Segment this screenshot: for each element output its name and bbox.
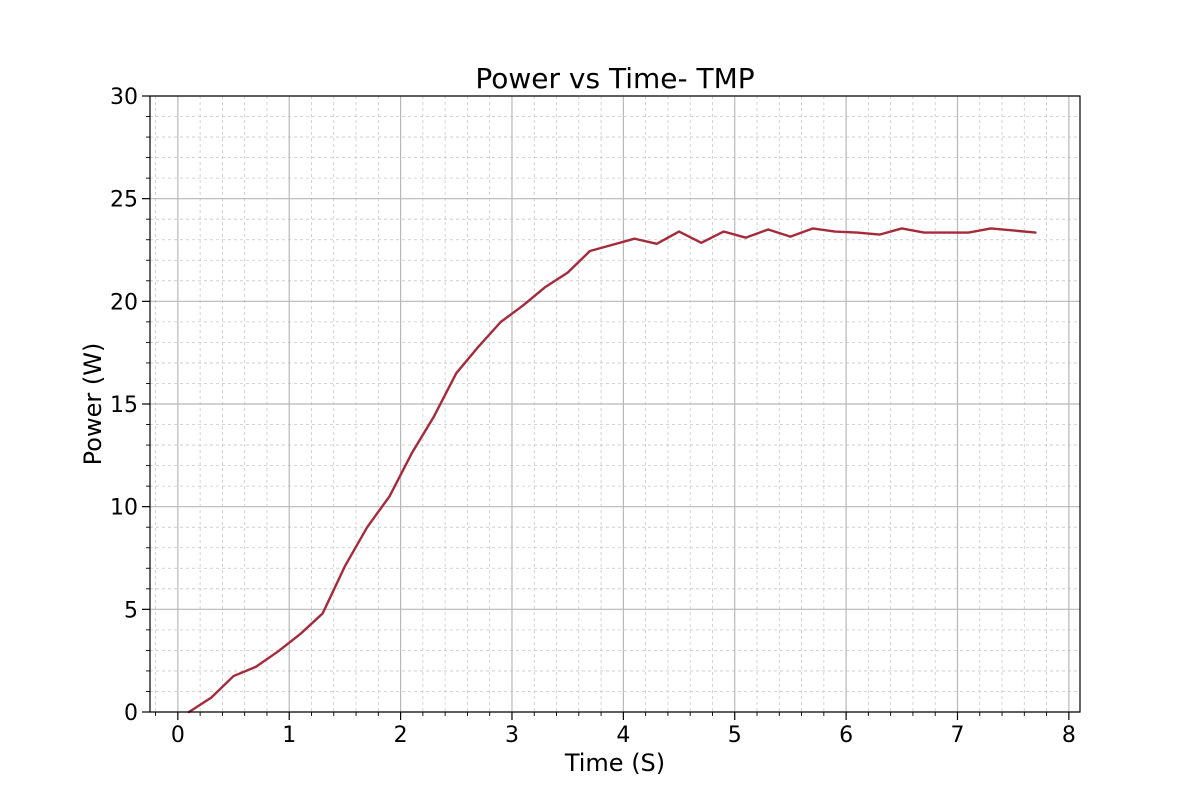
x-axis-label: Time (S) xyxy=(564,749,665,777)
y-tick-label: 5 xyxy=(124,598,138,623)
x-tick-label: 1 xyxy=(282,723,296,748)
grid-layer xyxy=(150,96,1080,712)
x-tick-label: 7 xyxy=(950,723,964,748)
x-tick-label: 3 xyxy=(505,723,519,748)
x-tick-label: 2 xyxy=(394,723,408,748)
x-tick-label: 5 xyxy=(728,723,742,748)
y-tick-label: 25 xyxy=(110,188,138,213)
y-axis-label: Power (W) xyxy=(79,343,107,466)
x-tick-label: 8 xyxy=(1062,723,1076,748)
axes-layer: 0 1 2 3 4 5 6 7 8 0 5 10 15 20 25 30 xyxy=(110,85,1080,748)
chart-title: Power vs Time- TMP xyxy=(475,62,754,95)
y-tick-label: 30 xyxy=(110,85,138,110)
y-tick-label: 10 xyxy=(110,496,138,521)
x-tick-label: 0 xyxy=(171,723,185,748)
x-tick-label: 4 xyxy=(616,723,630,748)
x-tick-label: 6 xyxy=(839,723,853,748)
y-tick-label: 0 xyxy=(124,701,138,726)
y-tick-label: 20 xyxy=(110,290,138,315)
y-tick-label: 15 xyxy=(110,393,138,418)
